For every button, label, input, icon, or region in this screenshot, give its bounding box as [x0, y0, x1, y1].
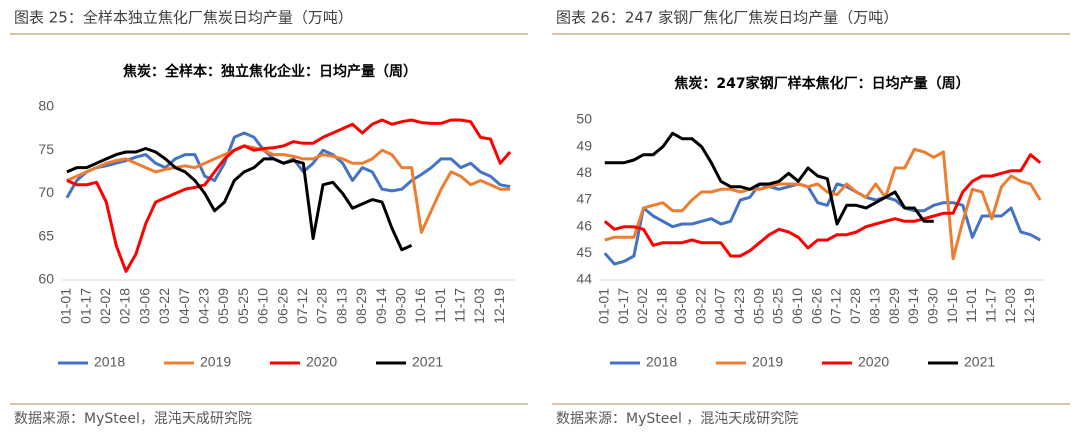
x-tick-label: 05-09 — [750, 288, 766, 324]
x-tick-label: 06-10 — [255, 288, 271, 324]
x-tick-label: 08-29 — [353, 288, 369, 324]
x-tick-label: 09-30 — [392, 288, 408, 324]
y-tick-label: 46 — [576, 217, 592, 233]
x-tick-label: 05-25 — [770, 288, 786, 324]
y-tick-label: 80 — [38, 98, 54, 114]
x-tick-label: 02-02 — [634, 288, 650, 324]
legend-label: 2021 — [412, 354, 443, 370]
x-tick-label: 11-17 — [452, 288, 468, 323]
x-tick-label: 04-23 — [195, 288, 211, 324]
figure-caption: 图表 26：247 家钢厂焦化厂焦炭日均产量（万吨） — [556, 9, 898, 27]
chart-title: 焦炭：247家钢厂样本焦化厂：日均产量（周） — [673, 75, 969, 92]
legend-label: 2018 — [94, 354, 125, 370]
series-line — [66, 147, 413, 252]
x-tick-label: 12-03 — [1002, 288, 1018, 324]
x-tick-label: 03-06 — [136, 288, 152, 324]
x-tick-label: 07-12 — [828, 288, 844, 324]
legend-label: 2019 — [200, 354, 231, 370]
x-tick-label: 04-07 — [176, 288, 192, 324]
x-tick-label: 02-02 — [97, 288, 113, 324]
figure-caption: 图表 25：全样本独立焦化厂焦炭日均产量（万吨） — [14, 9, 353, 27]
x-tick-label: 07-28 — [847, 288, 863, 324]
legend-label: 2019 — [752, 354, 783, 370]
series-line — [604, 131, 934, 226]
x-tick-label: 01-01 — [58, 288, 74, 324]
x-tick-label: 08-13 — [866, 288, 882, 324]
y-tick-label: 70 — [38, 184, 54, 200]
x-tick-label: 08-13 — [333, 288, 349, 324]
x-tick-label: 09-30 — [924, 288, 940, 324]
x-tick-label: 06-26 — [808, 288, 824, 324]
x-tick-label: 04-07 — [712, 288, 728, 324]
x-tick-label: 09-14 — [373, 288, 389, 324]
x-tick-label: 08-29 — [886, 288, 902, 324]
y-tick-label: 60 — [38, 271, 54, 287]
x-tick-label: 01-17 — [77, 288, 93, 324]
x-tick-label: 12-03 — [471, 288, 487, 324]
x-tick-label: 05-09 — [215, 288, 231, 324]
y-tick-label: 45 — [576, 244, 592, 260]
x-tick-label: 05-25 — [235, 288, 251, 324]
series-line — [603, 153, 1042, 258]
y-tick-label: 49 — [576, 137, 592, 153]
chart-title: 焦炭：全样本：独立焦化企业：日均产量（周） — [122, 63, 417, 80]
x-tick-label: 03-22 — [156, 288, 172, 324]
x-tick-label: 11-17 — [982, 288, 998, 323]
series-line — [603, 182, 1041, 266]
x-tick-label: 07-12 — [294, 288, 310, 324]
y-tick-label: 75 — [38, 141, 54, 157]
series-line — [66, 144, 511, 234]
y-tick-label: 50 — [576, 111, 592, 127]
source-note: 数据来源：MySteel ，混沌天成研究院 — [556, 411, 798, 427]
y-tick-label: 44 — [576, 271, 592, 287]
x-tick-label: 09-14 — [905, 288, 921, 324]
x-tick-label: 11-01 — [432, 288, 448, 323]
x-tick-label: 10-16 — [944, 288, 960, 324]
x-tick-label: 01-17 — [615, 288, 631, 324]
x-tick-label: 06-10 — [789, 288, 805, 324]
x-tick-label: 03-06 — [673, 288, 689, 324]
y-tick-label: 48 — [576, 164, 592, 180]
x-tick-label: 12-19 — [1021, 288, 1037, 324]
x-tick-label: 06-26 — [274, 288, 290, 324]
legend-label: 2020 — [858, 354, 889, 370]
x-tick-label: 02-18 — [117, 288, 133, 324]
x-tick-label: 02-18 — [654, 288, 670, 324]
series-line — [66, 118, 512, 273]
y-tick-label: 47 — [576, 191, 592, 207]
source-note: 数据来源：MySteel，混沌天成研究院 — [14, 411, 252, 427]
y-tick-label: 65 — [38, 227, 54, 243]
x-tick-label: 01-01 — [596, 288, 612, 324]
series-line — [604, 147, 1042, 261]
x-tick-label: 10-16 — [412, 288, 428, 324]
legend-label: 2021 — [964, 354, 995, 370]
legend-label: 2020 — [306, 354, 337, 370]
x-tick-label: 04-23 — [731, 288, 747, 324]
x-tick-label: 12-19 — [491, 288, 507, 324]
x-tick-label: 03-22 — [692, 288, 708, 324]
x-tick-label: 11-01 — [963, 288, 979, 323]
legend-label: 2018 — [646, 354, 677, 370]
x-tick-label: 07-28 — [314, 288, 330, 324]
